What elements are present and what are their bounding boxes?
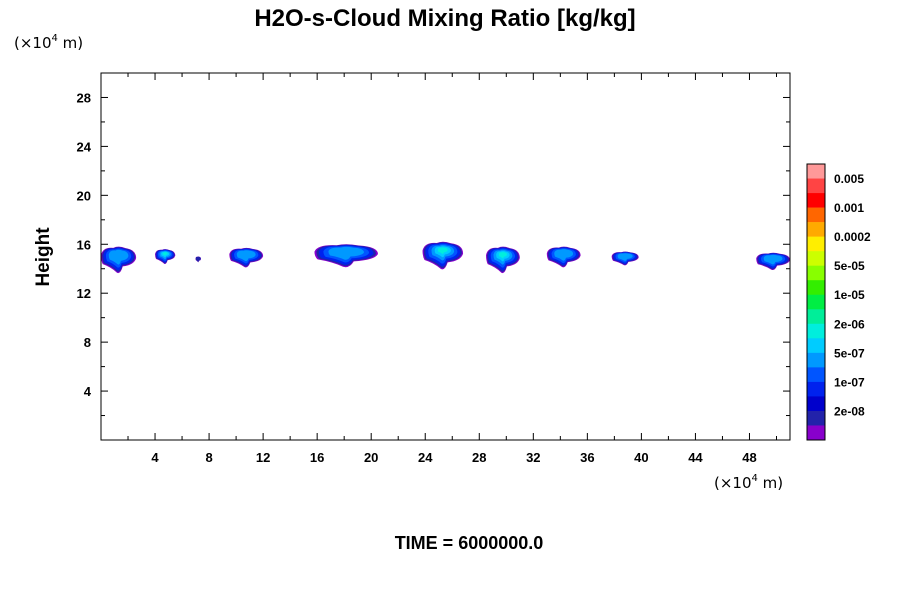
contour-level — [617, 253, 633, 261]
contour-level — [498, 252, 507, 259]
cloud-contours — [101, 241, 790, 274]
colorbar-segment — [807, 396, 825, 412]
x-tick-label: 44 — [688, 450, 703, 465]
cloud-blob — [486, 246, 520, 274]
x-tick-label: 40 — [634, 450, 648, 465]
colorbar-segment — [807, 178, 825, 194]
contour-level — [554, 249, 574, 261]
colorbar-segment — [807, 367, 825, 383]
y-tick-label: 16 — [77, 237, 91, 252]
x-tick-label: 8 — [205, 450, 212, 465]
x-tick-label: 12 — [256, 450, 270, 465]
colorbar-label: 5e-05 — [834, 259, 865, 273]
colorbar-segment — [807, 236, 825, 252]
contour-level — [108, 249, 129, 265]
contour-level — [162, 252, 168, 256]
colorbar-segment — [807, 294, 825, 310]
chart-title: H2O-s-Cloud Mixing Ratio [kg/kg] — [254, 5, 635, 32]
contour-level — [195, 256, 201, 262]
x-tick-label: 28 — [472, 450, 486, 465]
colorbar-segment — [807, 265, 825, 281]
x-axis: 4 8 12 16 20 24 28 32 36 40 44 48 — [127, 73, 777, 465]
x-tick-label: 20 — [364, 450, 378, 465]
x-tick-label: 48 — [742, 450, 756, 465]
colorbar-label: 2e-08 — [834, 404, 865, 418]
y-axis: 4 8 12 16 20 24 28 — [77, 90, 790, 417]
colorbar-segment — [807, 352, 825, 368]
colorbar-label: 2e-06 — [834, 317, 865, 331]
y-tick-label: 4 — [84, 384, 92, 399]
colorbar-label: 5e-07 — [834, 346, 865, 360]
y-axis-unit: (×104 m) — [14, 33, 83, 52]
colorbar-segment — [807, 381, 825, 397]
cloud-blob — [229, 247, 264, 268]
cloud-blob — [546, 246, 581, 268]
colorbar-label: 1e-05 — [834, 288, 865, 302]
colorbar-frame — [806, 163, 826, 441]
colorbar-segment — [807, 309, 825, 325]
cloud-blob — [101, 246, 137, 274]
x-axis-unit: (×104 m) — [714, 473, 783, 492]
contour-level — [763, 254, 783, 265]
time-label: TIME = 6000000.0 — [395, 533, 544, 553]
colorbar-label: 0.001 — [834, 201, 864, 215]
x-tick-label: 4 — [151, 450, 159, 465]
colorbar-label: 1e-07 — [834, 375, 865, 389]
colorbar-segment — [807, 410, 825, 426]
plot-frame — [100, 72, 791, 441]
contour-level — [328, 246, 364, 260]
cloud-blob — [611, 251, 639, 266]
x-tick-label: 32 — [526, 450, 540, 465]
x-tick-label: 24 — [418, 450, 433, 465]
colorbar-segment — [807, 251, 825, 266]
y-tick-label: 20 — [77, 188, 91, 203]
colorbar-segment — [807, 193, 825, 208]
cloud-blob — [314, 244, 378, 268]
colorbar-segment — [807, 222, 825, 237]
colorbar-segment — [807, 323, 825, 339]
y-tick-label: 8 — [84, 335, 91, 350]
colorbar-segment — [807, 338, 825, 354]
cloud-blob — [422, 241, 464, 270]
y-tick-label: 28 — [77, 90, 91, 105]
x-tick-label: 16 — [310, 450, 324, 465]
contour-level — [236, 250, 256, 262]
cloud-blob — [155, 249, 176, 265]
colorbar-segment — [807, 425, 825, 441]
colorbar-segment — [807, 280, 825, 296]
y-axis-label: Height — [33, 227, 54, 287]
colorbar-label: 0.005 — [834, 172, 864, 186]
colorbar-label: 0.0002 — [834, 230, 871, 244]
contour-level — [437, 247, 448, 254]
colorbar-segment — [807, 207, 825, 223]
colorbar-legend: 0.005 0.001 0.0002 5e-05 1e-05 2e-06 5e-07 1e-0… — [806, 163, 871, 441]
y-tick-label: 24 — [77, 139, 92, 154]
colorbar-segment — [807, 164, 825, 179]
y-tick-label: 12 — [77, 286, 91, 301]
x-tick-label: 36 — [580, 450, 594, 465]
cloud-blob — [756, 252, 790, 271]
cloud-blob — [195, 256, 201, 263]
